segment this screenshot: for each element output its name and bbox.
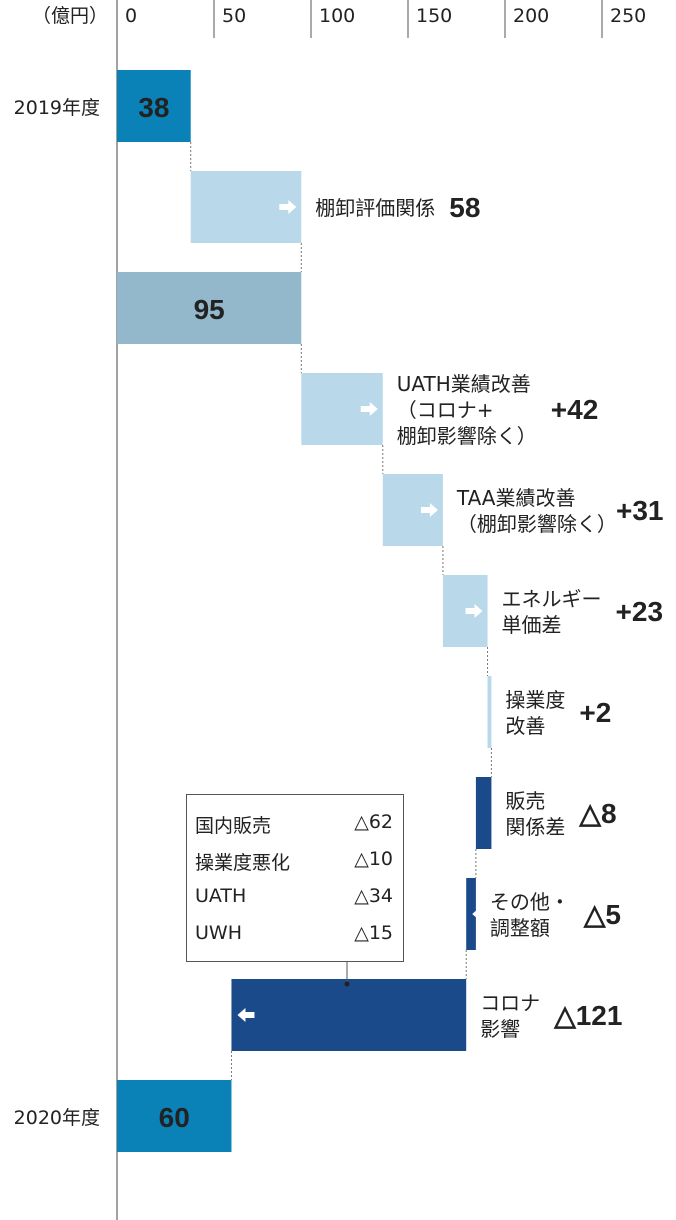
- bar-value-label: △5: [583, 899, 621, 930]
- arrow-left-icon: [237, 1008, 255, 1022]
- bar-category-label: 販売: [505, 789, 545, 813]
- bar-other: [466, 878, 476, 950]
- bar-y2019: [117, 70, 191, 142]
- bar-value-label: +23: [616, 596, 664, 627]
- bar-category-label: その他・: [490, 890, 570, 914]
- covid-breakdown-box: 国内販売 △62 操業度悪化 △10 UATH △34 UWH △15: [186, 794, 404, 962]
- bar-value-label: +2: [579, 697, 611, 728]
- arrow-right-icon: [279, 200, 297, 214]
- bar-sub95: [117, 272, 302, 344]
- x-tick-label: 200: [513, 5, 549, 27]
- breakdown-row: UATH △34: [195, 885, 395, 909]
- breakdown-row: 国内販売 △62: [195, 811, 395, 837]
- bar-y2020: [117, 1080, 232, 1152]
- x-tick-label: 0: [125, 5, 137, 27]
- breakdown-value: △10: [354, 848, 393, 870]
- x-tick-label: 250: [610, 5, 646, 27]
- bar-category-label: 棚卸影響除く）: [397, 424, 537, 448]
- bar-category-label: UATH業績改善: [397, 372, 531, 396]
- bar-value-label: +42: [551, 394, 599, 425]
- bar-value-label: +31: [616, 495, 664, 526]
- bar-category-label: 操業度: [505, 688, 565, 712]
- bar-category-label: エネルギー: [502, 587, 602, 611]
- breakdown-name: 操業度悪化: [195, 852, 291, 874]
- breakdown-value: △62: [354, 811, 393, 833]
- bar-value-label: 60: [159, 1102, 190, 1133]
- bar-category-label: 改善: [505, 714, 545, 738]
- row-label: 2020年度: [14, 1107, 100, 1129]
- arrow-right-icon: [420, 503, 438, 517]
- axis-unit-label: （億円）: [32, 5, 108, 27]
- breakdown-row: UWH △15: [195, 922, 395, 946]
- bar-category-label: 影響: [480, 1017, 520, 1041]
- bar-value-label: 38: [138, 92, 169, 123]
- row-label: 2019年度: [14, 97, 100, 119]
- x-tick-label: 100: [319, 5, 355, 27]
- bar-covid: [231, 979, 467, 1051]
- bar-category-label: （コロナ+: [397, 398, 494, 422]
- arrow-right-icon: [360, 402, 378, 416]
- breakdown-name: UATH: [195, 885, 247, 907]
- bar-category-label: 棚卸評価関係: [315, 196, 435, 220]
- bar-category-label: 単価差: [502, 613, 562, 637]
- bar-category-label: 関係差: [505, 815, 565, 839]
- arrow-right-icon: [465, 604, 483, 618]
- breakdown-value: △15: [354, 922, 393, 944]
- breakdown-leader-dot: [344, 981, 350, 987]
- x-tick-label: 150: [416, 5, 452, 27]
- arrow-left-icon: [472, 907, 490, 921]
- bar-category-label: 調整額: [490, 916, 550, 940]
- breakdown-row: 操業度悪化 △10: [195, 848, 395, 874]
- bar-value-label: △8: [578, 798, 616, 829]
- x-tick-label: 50: [222, 5, 246, 27]
- bar-value-label: 58: [449, 192, 480, 223]
- bar-value-label: △121: [553, 1000, 622, 1031]
- breakdown-name: 国内販売: [195, 815, 272, 837]
- bar-category-label: TAA業績改善: [456, 486, 576, 510]
- bar-ops: [487, 676, 492, 748]
- bar-category-label: （棚卸影響除く）: [457, 512, 617, 536]
- bar-category-label: コロナ: [480, 991, 540, 1015]
- bar-sales: [475, 777, 492, 849]
- breakdown-value: △34: [354, 885, 393, 907]
- breakdown-name: UWH: [195, 922, 242, 944]
- bar-value-label: 95: [194, 294, 225, 325]
